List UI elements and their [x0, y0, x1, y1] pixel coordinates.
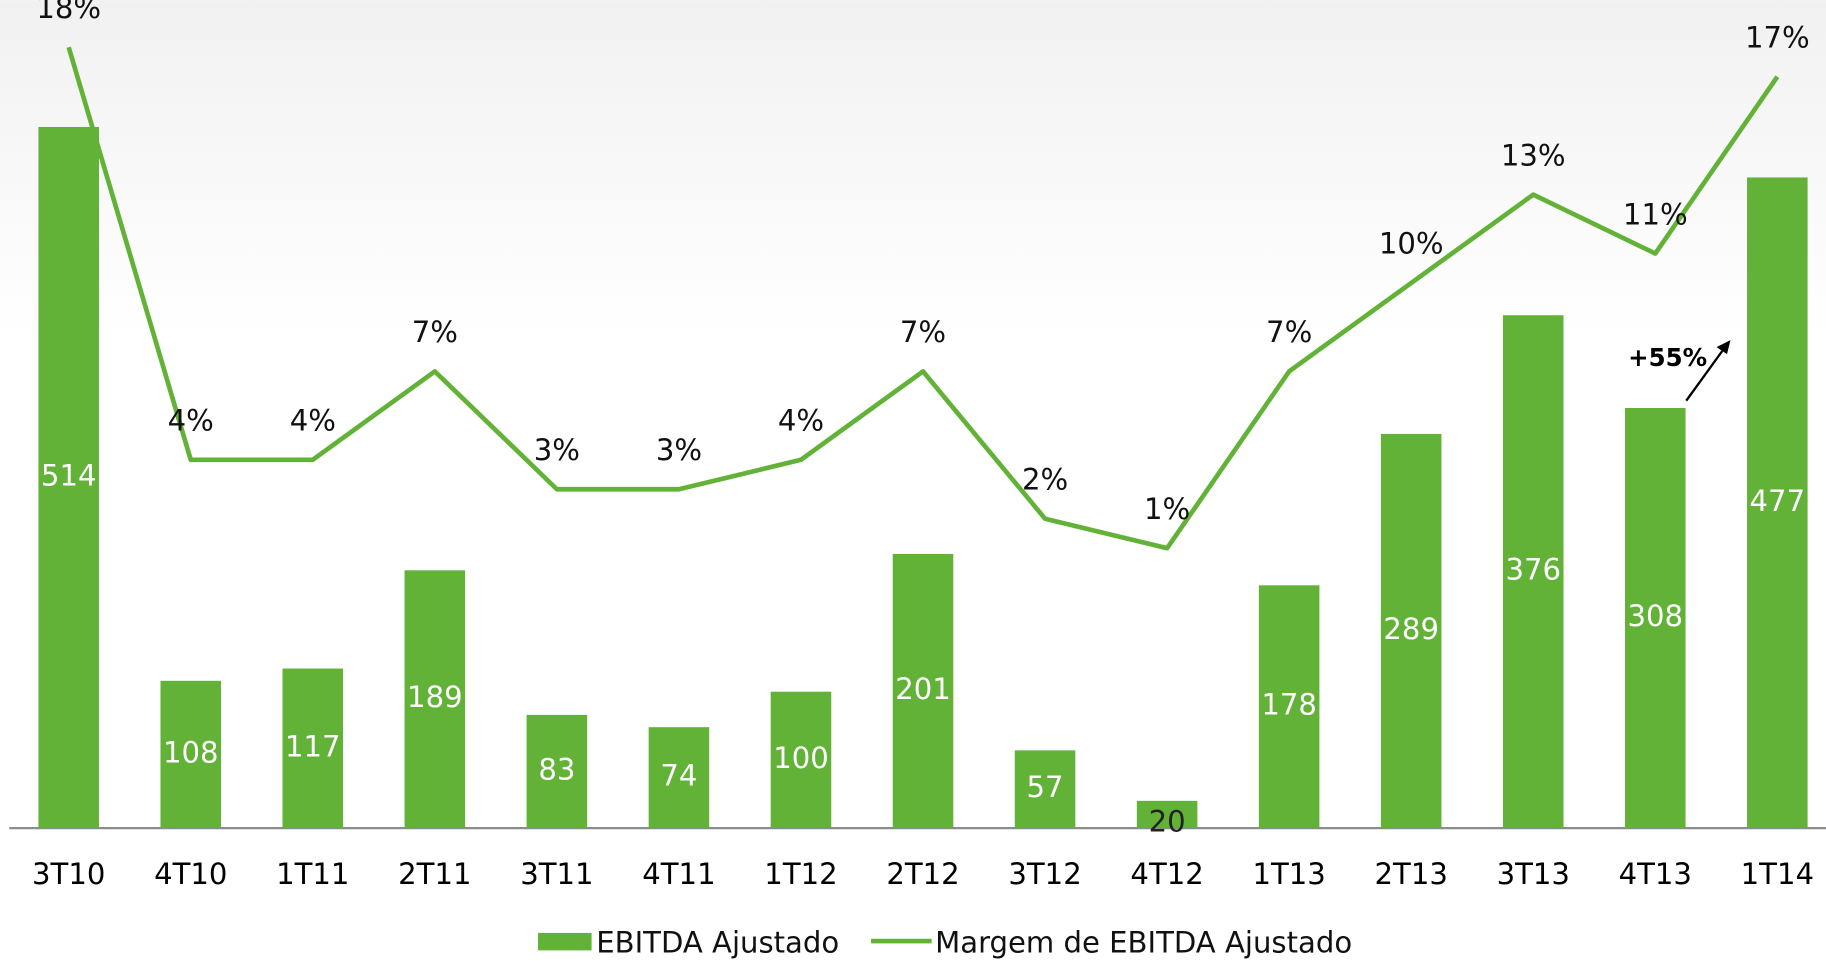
- line-value-label: 13%: [1501, 138, 1566, 172]
- bar: [892, 553, 954, 829]
- x-tick-label: 2T12: [886, 857, 959, 891]
- x-tick-label: 3T12: [1008, 857, 1081, 891]
- x-tick-label: 4T10: [154, 857, 227, 891]
- line-value-label: 4%: [168, 404, 214, 438]
- bar-value-label: 477: [1750, 484, 1806, 518]
- bar: [160, 680, 222, 829]
- x-tick-label: 1T11: [276, 857, 349, 891]
- bar-value-label: 20: [1149, 804, 1186, 838]
- line-value-label: 2%: [1022, 462, 1068, 496]
- x-tick-label: 1T12: [764, 857, 837, 891]
- x-tick-label: 4T11: [642, 857, 715, 891]
- line-value-label: 7%: [1266, 315, 1312, 349]
- x-tick-label: 3T13: [1497, 857, 1570, 891]
- bar-value-label: 74: [660, 759, 697, 793]
- x-tick-label: 2T11: [398, 857, 471, 891]
- line-value-label: 4%: [290, 404, 336, 438]
- bar: [1747, 177, 1808, 829]
- x-tick-label: 2T13: [1375, 857, 1448, 891]
- bar-value-label: 308: [1627, 599, 1683, 633]
- x-tick-label: 3T10: [32, 857, 105, 891]
- bar-value-label: 100: [773, 741, 829, 775]
- x-tick-label: 1T14: [1741, 857, 1814, 891]
- line-value-label: 18%: [36, 0, 101, 25]
- line-value-label: 1%: [1144, 492, 1190, 526]
- x-tick-label: 1T13: [1252, 857, 1325, 891]
- x-tick-label: 4T13: [1619, 857, 1692, 891]
- legend-label: Margem de EBITDA Ajustado: [935, 926, 1352, 960]
- bar: [648, 727, 710, 829]
- bar-value-label: 189: [407, 680, 463, 714]
- line-value-label: 3%: [534, 433, 580, 467]
- annotation-arrowhead: [1716, 340, 1731, 355]
- bar: [1014, 750, 1076, 829]
- bar-value-label: 117: [285, 729, 341, 763]
- bar: [404, 570, 466, 829]
- bar: [1625, 407, 1686, 829]
- line-value-label: 17%: [1745, 20, 1810, 54]
- bar: [1258, 585, 1320, 829]
- bar: [282, 668, 344, 829]
- line-value-label: 10%: [1379, 227, 1444, 261]
- legend-swatch: [538, 932, 592, 951]
- line: [66, 46, 1780, 551]
- bar: [1502, 315, 1564, 829]
- line-value-label: 7%: [900, 315, 946, 349]
- bar: [1136, 800, 1198, 829]
- bar-value-label: 289: [1383, 612, 1439, 646]
- annotation-arrow: [1685, 345, 1727, 402]
- bar-value-label: 108: [163, 735, 219, 769]
- annotation: +55%: [1628, 343, 1707, 372]
- bar: [770, 691, 832, 829]
- x-tick-label: 4T12: [1130, 857, 1203, 891]
- legend-label: EBITDA Ajustado: [596, 926, 839, 960]
- bar-value-label: 57: [1027, 770, 1064, 804]
- bar: [38, 126, 99, 829]
- bar-value-label: 514: [41, 459, 97, 493]
- bar-value-label: 83: [538, 753, 575, 787]
- line-value-label: 4%: [778, 404, 824, 438]
- line-value-label: 3%: [656, 433, 702, 467]
- bar-value-label: 376: [1505, 553, 1561, 587]
- bar: [526, 714, 588, 829]
- line-value-label: 11%: [1623, 197, 1688, 231]
- x-tick-label: 3T11: [520, 857, 593, 891]
- bar-value-label: 178: [1261, 688, 1317, 722]
- line-value-label: 7%: [412, 315, 458, 349]
- bar-value-label: 201: [895, 672, 951, 706]
- bar: [1380, 433, 1442, 829]
